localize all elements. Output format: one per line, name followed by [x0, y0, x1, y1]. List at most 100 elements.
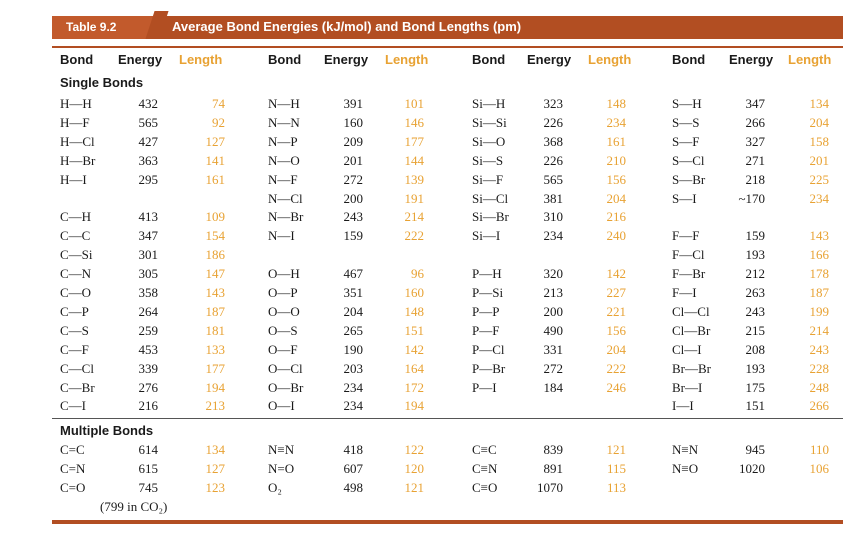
bond-energy: 368: [543, 133, 564, 149]
bond-length: 221: [606, 303, 627, 319]
bond-name: N—Br: [268, 209, 304, 225]
bond-length: 246: [606, 379, 627, 395]
bond-name: C≡N: [472, 460, 498, 476]
bond-length: 122: [404, 442, 425, 457]
bond-energy: 607: [343, 460, 364, 476]
bond-energy: 209: [343, 133, 364, 149]
bond-name: H—H: [60, 96, 92, 111]
bond-energy: 467: [343, 266, 364, 282]
bond-name: N—O: [268, 152, 300, 168]
bond-name: O₂: [268, 479, 282, 495]
bond-length: 213: [205, 398, 226, 414]
bond-length: 143: [809, 228, 830, 244]
bond-name: C=O: [60, 479, 86, 495]
column-header-bond: Bond: [268, 52, 302, 67]
bond-name: Br—Br: [672, 360, 711, 376]
bond-energy: 391: [343, 96, 364, 111]
bond-length: 158: [809, 133, 830, 149]
bond-name: Br—I: [672, 379, 703, 395]
bond-name: Si—O: [472, 133, 506, 149]
bond-length: 148: [606, 96, 627, 111]
bond-length: 113: [606, 479, 626, 495]
bond-energy: 184: [543, 379, 564, 395]
bond-energy: 381: [543, 190, 564, 206]
bond-energy: 453: [138, 341, 159, 357]
bond-length: 127: [205, 133, 226, 149]
bond-length: 177: [205, 360, 226, 376]
bond-name: S—S: [672, 114, 700, 130]
bond-length: 228: [809, 360, 830, 376]
bond-energy: 347: [745, 96, 766, 111]
section-divider: [52, 418, 843, 419]
bond-name: Cl—I: [672, 341, 702, 357]
column-header-length: Length: [788, 52, 832, 67]
bond-name: S—Br: [672, 171, 706, 187]
bond-length: 106: [809, 460, 830, 476]
bond-energy: 204: [343, 303, 364, 319]
bond-energy: 203: [343, 360, 364, 376]
bond-name: N—H: [268, 96, 300, 111]
bond-length: 134: [809, 96, 830, 111]
bond-energy: 432: [138, 96, 159, 111]
bond-energy: 213: [543, 285, 564, 300]
bond-energy: 363: [138, 152, 159, 168]
bond-name: C—I: [60, 398, 86, 414]
bond-length: 144: [404, 152, 425, 168]
bond-length: 172: [404, 379, 425, 395]
bond-energy: 276: [138, 379, 159, 395]
bond-energy: 159: [343, 228, 364, 244]
bond-name: F—F: [672, 228, 700, 244]
bond-length: 101: [404, 96, 425, 111]
bond-length: 109: [205, 209, 226, 225]
bond-length: 110: [809, 442, 829, 457]
bond-name: H—Br: [60, 152, 96, 168]
bond-name: N—P: [268, 133, 298, 149]
section-title-single-bonds: Single Bonds: [60, 75, 144, 90]
bond-energy: 891: [543, 460, 564, 476]
bond-length: 204: [606, 190, 627, 206]
bond-length: 121: [404, 479, 425, 495]
column-header-bond: Bond: [60, 52, 94, 67]
column-header-energy: Energy: [324, 52, 369, 67]
bond-name: Si—Cl: [472, 190, 509, 206]
bond-name: Cl—Br: [672, 322, 711, 338]
bond-length: 143: [205, 285, 226, 300]
bond-energy: 327: [745, 133, 766, 149]
bond-length: 199: [809, 303, 830, 319]
bond-name: F—I: [672, 285, 697, 300]
bond-name: C—Br: [60, 379, 95, 395]
bond-name: O—F: [268, 341, 298, 357]
column-header-length: Length: [385, 52, 429, 67]
table-label-tab: [52, 16, 155, 39]
bond-energy: 490: [543, 322, 564, 338]
bond-name: C—Si: [60, 247, 93, 263]
bond-energy: 200: [343, 190, 364, 206]
bond-length: 243: [809, 341, 830, 357]
bond-name: C=C: [60, 442, 85, 457]
bond-length: 240: [606, 228, 627, 244]
bond-energy: 271: [745, 152, 766, 168]
bond-name: P—H: [472, 266, 502, 282]
bond-length: 154: [205, 228, 226, 244]
bond-length: 227: [606, 285, 627, 300]
bond-energy: 1070: [537, 479, 563, 495]
bond-energy: 226: [543, 114, 564, 130]
bond-name: P—I: [472, 379, 497, 395]
bond-length: 139: [404, 171, 425, 187]
bond-energy: 193: [745, 247, 766, 263]
bond-name: O—Cl: [268, 360, 303, 376]
bond-length: 225: [809, 171, 830, 187]
bond-length: 204: [606, 341, 627, 357]
bond-length: 194: [205, 379, 226, 395]
bond-energy: 565: [138, 114, 159, 130]
bond-energy: 301: [138, 247, 159, 263]
bond-energy: 351: [343, 285, 364, 300]
table-header-bar: Table 9.2 Average Bond Energies (kJ/mol)…: [52, 11, 843, 41]
bond-length: 234: [809, 190, 830, 206]
bond-length: 187: [205, 303, 226, 319]
bond-energy: 190: [343, 341, 364, 357]
bond-name: Si—F: [472, 171, 504, 187]
bond-energy: 159: [745, 228, 766, 244]
bond-energy: 945: [745, 442, 766, 457]
bond-length: 134: [205, 442, 226, 457]
